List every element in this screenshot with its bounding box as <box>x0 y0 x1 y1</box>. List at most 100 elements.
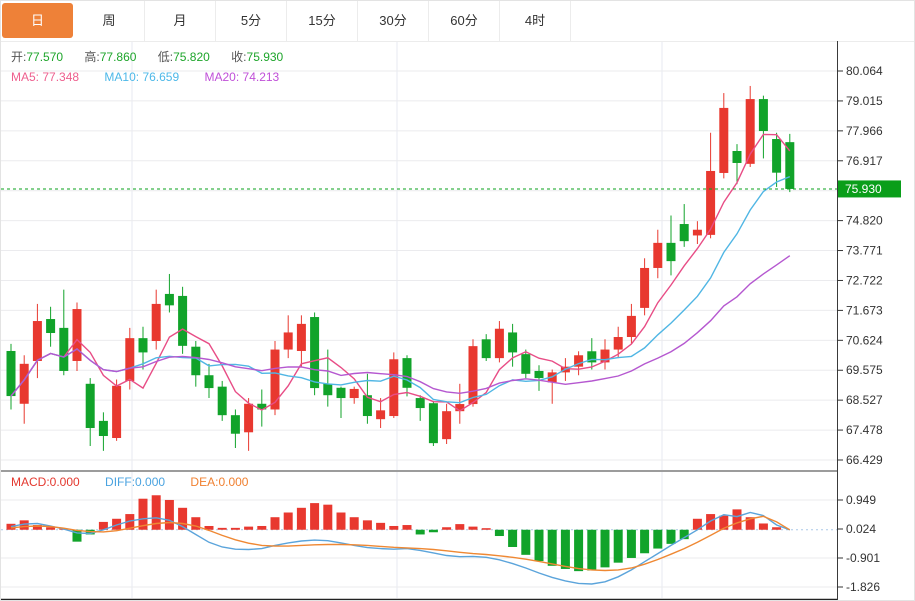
dea-line <box>10 515 791 572</box>
candle-body <box>719 107 729 173</box>
macd-bar <box>349 517 359 530</box>
macd-bar <box>706 514 716 530</box>
candle-body <box>349 388 359 399</box>
macd-bar <box>415 529 425 535</box>
candle-body <box>204 375 214 389</box>
candle-body <box>230 415 240 434</box>
candle-body <box>785 142 795 189</box>
candle-body <box>257 403 267 410</box>
macd-bar <box>6 523 16 530</box>
period-tabbar: 日 周 月 5分 15分 30分 60分 4时 <box>1 1 914 42</box>
macd-bar <box>46 527 56 530</box>
ma10-line <box>10 175 791 404</box>
candle-body <box>244 403 254 433</box>
candle-body <box>521 354 531 374</box>
candle-body <box>442 411 452 440</box>
dea-label: DEA: <box>190 475 219 489</box>
macd-bar <box>191 517 201 530</box>
candle-body <box>508 332 518 353</box>
ma-readout: MA5: 77.348 MA10: 76.659 MA20: 74.213 <box>11 70 279 84</box>
candle-body <box>666 242 676 262</box>
candle-body <box>389 359 399 417</box>
candle-body <box>85 383 95 429</box>
price-axis-label: 74.820 <box>846 214 883 228</box>
close-value: 75.930 <box>246 50 284 64</box>
tab-60min[interactable]: 60分 <box>429 1 500 41</box>
price-axis-label: 71.673 <box>846 303 883 317</box>
macd-bar <box>310 503 320 530</box>
ma5-value: 77.348 <box>42 70 80 84</box>
ma10-value: 76.659 <box>142 70 180 84</box>
candle-body <box>415 398 425 409</box>
macd-axis-label: -1.826 <box>846 580 880 594</box>
tab-15min[interactable]: 15分 <box>287 1 358 41</box>
close-label: 收: <box>231 50 247 64</box>
macd-bar <box>32 525 42 530</box>
price-axis-label: 68.527 <box>846 393 883 407</box>
candle-body <box>376 410 386 420</box>
candle-body <box>626 315 636 338</box>
price-axis-label: 79.015 <box>846 94 883 108</box>
candle-body <box>362 395 372 417</box>
high-label: 高: <box>84 50 100 64</box>
price-axis-label: 70.624 <box>846 333 883 347</box>
candle-body <box>455 404 465 412</box>
price-axis-label: 69.575 <box>846 363 883 377</box>
candle-body <box>19 363 29 404</box>
macd-value: 0.000 <box>49 475 80 489</box>
ma5-line <box>10 133 791 412</box>
macd-bar <box>772 527 782 530</box>
candle-body <box>310 317 320 389</box>
tab-month[interactable]: 月 <box>145 1 216 41</box>
macd-bar <box>758 523 768 530</box>
tab-week[interactable]: 周 <box>74 1 145 41</box>
candle-body <box>112 385 122 439</box>
low-label: 低: <box>157 50 174 64</box>
macd-axis-label: 0.949 <box>846 493 876 507</box>
macd-bar <box>719 515 729 530</box>
macd-bar <box>534 529 544 562</box>
macd-bar <box>613 529 623 563</box>
tab-30min[interactable]: 30分 <box>358 1 429 41</box>
candle-body <box>270 349 280 410</box>
candle-body <box>679 224 689 242</box>
tab-4hour[interactable]: 4时 <box>500 1 571 41</box>
macd-bar <box>376 522 386 530</box>
macd-bar <box>481 528 491 530</box>
candle-body <box>574 355 584 367</box>
price-axis-label: 72.722 <box>846 273 883 287</box>
candle-body <box>296 323 306 351</box>
macd-bar <box>296 507 306 530</box>
macd-bar <box>138 498 148 530</box>
tab-5min[interactable]: 5分 <box>216 1 287 41</box>
macd-bar <box>217 527 227 530</box>
tab-day[interactable]: 日 <box>2 3 73 38</box>
ma20-value: 74.213 <box>242 70 280 84</box>
ma20-label: MA20: <box>204 70 240 84</box>
macd-label: MACD: <box>11 475 50 489</box>
candle-body <box>758 99 768 132</box>
macd-bar <box>679 529 689 540</box>
candle-body <box>706 170 716 235</box>
macd-bar <box>428 529 438 533</box>
candle-body <box>481 339 491 359</box>
candle-body <box>468 346 478 405</box>
macd-bar <box>151 495 161 530</box>
macd-bar <box>230 527 240 530</box>
candle-body <box>336 387 346 399</box>
high-value: 77.860 <box>99 50 137 64</box>
macd-bar <box>455 524 465 530</box>
candle-body <box>46 319 56 334</box>
candle-body <box>745 99 755 164</box>
price-axis-label: 77.966 <box>846 124 883 138</box>
candle-body <box>164 293 174 306</box>
candle-body <box>217 386 227 416</box>
candle-body <box>32 321 42 361</box>
ma10-label: MA10: <box>104 70 140 84</box>
candle-body <box>6 350 16 397</box>
price-axis-label: 66.429 <box>846 453 883 467</box>
macd-bar <box>164 499 174 530</box>
macd-bar <box>442 527 452 530</box>
